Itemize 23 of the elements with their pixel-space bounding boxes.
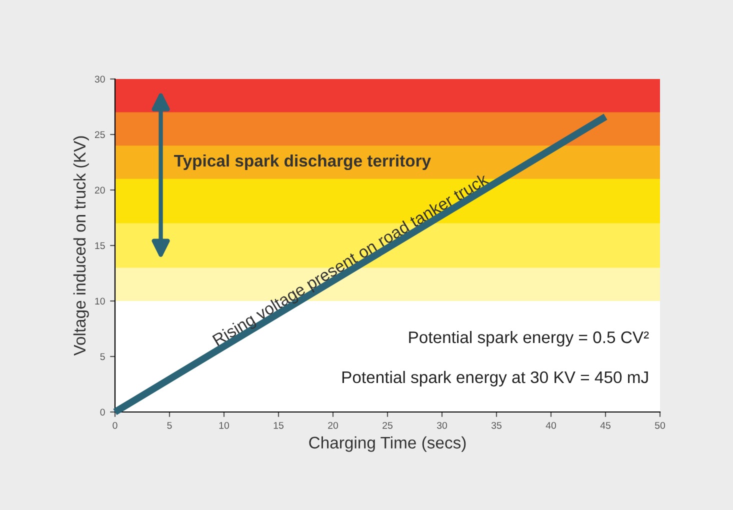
x-tick-label: 35 [491, 422, 502, 429]
x-tick-label: 45 [600, 422, 610, 429]
y-tick-label: 0 [100, 408, 105, 416]
x-tick-label: 0 [112, 422, 118, 429]
y-tick-label: 10 [95, 298, 105, 305]
x-tick-label: 25 [382, 422, 392, 429]
x-tick-label: 20 [328, 422, 338, 429]
x-tick-label: 50 [654, 422, 666, 429]
y-tick-label: 30 [94, 76, 105, 83]
y-tick-label: 15 [95, 242, 105, 250]
x-axis-title: Charging Time (secs) [309, 436, 466, 452]
annotation: Potential spark energy = 0.5 CV² [409, 330, 649, 347]
y-tick-label: 5 [100, 353, 105, 360]
x-tick-label: 5 [167, 422, 172, 429]
annotation: Potential spark energy at 30 KV = 450 mJ [342, 370, 648, 386]
y-tick-label: 25 [94, 131, 105, 138]
x-tick-label: 30 [436, 422, 448, 429]
y-axis-title: Voltage induced on truck (KV) [73, 136, 89, 356]
annotation: Typical spark discharge territory [174, 154, 431, 170]
y-tick-label: 20 [94, 186, 105, 194]
x-tick-label: 10 [219, 422, 230, 429]
x-tick-label: 15 [274, 422, 284, 429]
x-tick-label: 40 [546, 422, 556, 429]
